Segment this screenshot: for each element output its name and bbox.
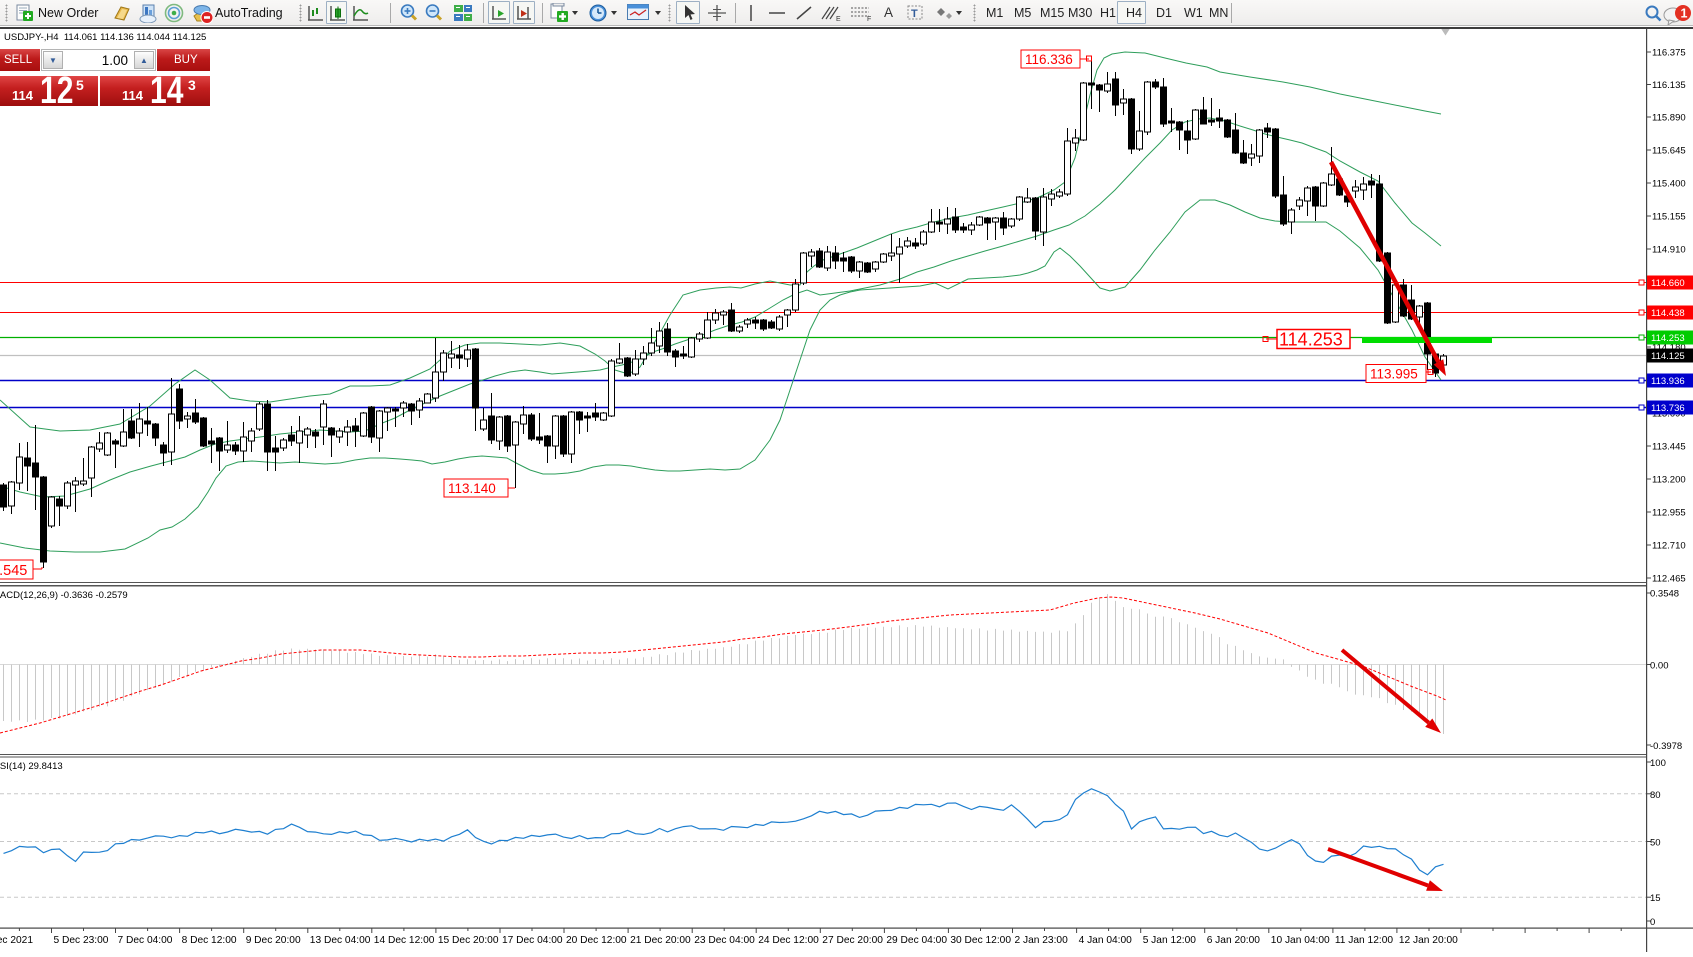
svg-text:6 Jan 20:00: 6 Jan 20:00	[1207, 935, 1261, 946]
svg-text:E: E	[836, 16, 841, 22]
svg-text:15: 15	[1650, 893, 1661, 904]
svg-text:14 Dec 12:00: 14 Dec 12:00	[374, 935, 435, 946]
svg-text:115.890: 115.890	[1652, 113, 1686, 124]
svg-text:9 Dec 20:00: 9 Dec 20:00	[246, 935, 301, 946]
svg-text:-0.3978: -0.3978	[1650, 741, 1682, 752]
svg-text:T: T	[911, 8, 918, 20]
svg-text:30 Dec 12:00: 30 Dec 12:00	[950, 935, 1011, 946]
svg-text:USDJPY-,H4 114.061 114.136 11: USDJPY-,H4 114.061 114.136 114.044 114.1…	[4, 32, 206, 43]
svg-text:10 Jan 04:00: 10 Jan 04:00	[1271, 935, 1330, 946]
svg-text:116.135: 116.135	[1652, 80, 1686, 91]
svg-text:MACD(12,26,9) -0.3636 -0.2579: MACD(12,26,9) -0.3636 -0.2579	[0, 590, 128, 601]
svg-text:20 Dec 12:00: 20 Dec 12:00	[566, 935, 627, 946]
svg-text:27 Dec 20:00: 27 Dec 20:00	[822, 935, 883, 946]
svg-text:112.955: 112.955	[1652, 508, 1686, 519]
svg-text:50: 50	[1650, 838, 1661, 849]
svg-text:12 Jan 20:00: 12 Jan 20:00	[1399, 935, 1458, 946]
svg-text:112.545: 112.545	[0, 563, 27, 579]
svg-text:113.995: 113.995	[1370, 367, 1418, 382]
svg-text:8 Dec 12:00: 8 Dec 12:00	[182, 935, 237, 946]
svg-text:0: 0	[1650, 917, 1655, 928]
svg-text:1: 1	[1681, 7, 1688, 21]
svg-text:114.180: 114.180	[1652, 343, 1686, 354]
svg-text:21 Dec 20:00: 21 Dec 20:00	[630, 935, 691, 946]
svg-text:24 Dec 12:00: 24 Dec 12:00	[758, 935, 819, 946]
svg-text:116.375: 116.375	[1652, 48, 1686, 59]
svg-text:2 Jan 23:00: 2 Jan 23:00	[1015, 935, 1069, 946]
svg-text:114.660: 114.660	[1651, 278, 1685, 289]
svg-text:100: 100	[1650, 758, 1666, 769]
svg-text:11 Jan 12:00: 11 Jan 12:00	[1335, 935, 1393, 946]
svg-text:Dec 2021: Dec 2021	[0, 935, 33, 946]
svg-text:5 Jan 12:00: 5 Jan 12:00	[1143, 935, 1197, 946]
svg-text:113.445: 113.445	[1652, 442, 1686, 453]
svg-text:13 Dec 04:00: 13 Dec 04:00	[310, 935, 371, 946]
svg-text:114.910: 114.910	[1652, 245, 1686, 256]
svg-text:114.253: 114.253	[1279, 330, 1343, 350]
svg-text:113.936: 113.936	[1651, 376, 1685, 387]
svg-text:113.736: 113.736	[1651, 403, 1685, 414]
svg-text:7 Dec 04:00: 7 Dec 04:00	[118, 935, 173, 946]
svg-text:4 Jan 04:00: 4 Jan 04:00	[1079, 935, 1133, 946]
svg-text:114.438: 114.438	[1651, 308, 1685, 319]
svg-text:17 Dec 04:00: 17 Dec 04:00	[502, 935, 563, 946]
svg-text:23 Dec 04:00: 23 Dec 04:00	[694, 935, 755, 946]
svg-text:113.200: 113.200	[1652, 475, 1686, 486]
svg-text:114.253: 114.253	[1651, 333, 1685, 344]
svg-text:80: 80	[1650, 790, 1661, 801]
svg-text:116.336: 116.336	[1025, 52, 1073, 67]
svg-text:29 Dec 04:00: 29 Dec 04:00	[886, 935, 947, 946]
svg-text:112.710: 112.710	[1652, 541, 1686, 552]
svg-text:112.465: 112.465	[1652, 574, 1686, 585]
svg-text:RSI(14) 29.8413: RSI(14) 29.8413	[0, 761, 63, 772]
svg-text:0.3548: 0.3548	[1650, 589, 1679, 600]
svg-text:F: F	[867, 16, 871, 22]
svg-text:5 Dec 23:00: 5 Dec 23:00	[54, 935, 109, 946]
svg-text:115.400: 115.400	[1652, 179, 1686, 190]
svg-text:114.125: 114.125	[1651, 351, 1685, 362]
svg-text:115.155: 115.155	[1652, 212, 1686, 223]
svg-text:15 Dec 20:00: 15 Dec 20:00	[438, 935, 499, 946]
svg-text:0.00: 0.00	[1650, 661, 1669, 672]
svg-text:115.645: 115.645	[1652, 146, 1686, 157]
svg-text:113.140: 113.140	[448, 481, 496, 496]
